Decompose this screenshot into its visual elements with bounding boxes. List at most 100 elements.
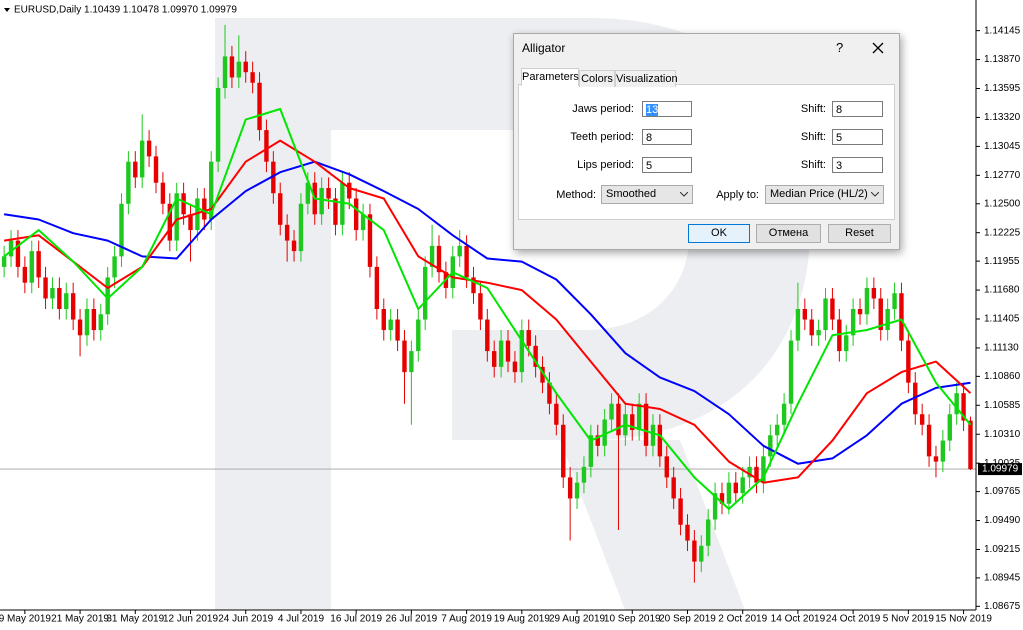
candle-body [98, 314, 103, 331]
y-tick-label: 1.13320 [984, 112, 1021, 123]
candle-body [340, 182, 345, 225]
candle-body [554, 403, 559, 425]
apply-select[interactable]: Median Price (HL/2) [765, 185, 884, 204]
period-input[interactable]: 8 [642, 129, 692, 145]
candle-body [768, 435, 773, 457]
candle-body [602, 419, 607, 446]
candle-body [139, 140, 145, 178]
candle-body [319, 187, 324, 215]
x-tick-label: 24 Oct 2019 [826, 614, 881, 625]
alligator-line [3, 160, 971, 465]
candle-body [57, 287, 62, 309]
shift-input[interactable]: 8 [832, 101, 883, 117]
y-tick-label: 1.09765 [984, 486, 1021, 497]
candle-body [678, 498, 683, 525]
candle-body [174, 193, 179, 241]
candle-body [968, 420, 973, 470]
candle-body [284, 224, 290, 241]
candle-body [29, 251, 34, 283]
x-tick-label: 12 Jun 2019 [163, 614, 218, 625]
candle-body [119, 203, 124, 257]
y-tick-label: 1.12225 [984, 227, 1021, 238]
candle-body [326, 187, 331, 199]
candle-body [775, 424, 780, 436]
candle-body [381, 309, 386, 331]
y-tick-label: 1.12770 [984, 170, 1021, 181]
cancel-button[interactable]: Отмена [756, 224, 821, 243]
alligator-dialog: Alligator ? Parameters Colors Visualizat… [513, 33, 900, 250]
dropdown-arrow [680, 192, 688, 197]
menu-arrow[interactable] [4, 8, 10, 12]
candle-body [574, 482, 580, 499]
candle-body [202, 198, 207, 220]
y-tick-label: 1.10860 [984, 371, 1021, 382]
candle-body [657, 424, 663, 457]
y-tick-label: 1.13870 [984, 54, 1021, 65]
candle-body [416, 319, 421, 352]
x-tick-label: 26 Jul 2019 [386, 614, 438, 625]
candle-body [436, 245, 442, 273]
candle-body [837, 319, 842, 352]
candle-body [209, 161, 214, 220]
y-tick-label: 1.11130 [984, 343, 1019, 354]
help-button[interactable]: ? [836, 40, 844, 55]
candle-body [685, 524, 690, 541]
candle-body [871, 287, 877, 299]
candle-body [409, 351, 414, 373]
candle-body [850, 309, 856, 336]
candle-body [353, 198, 359, 231]
candle-body [298, 203, 304, 252]
close-button[interactable] [872, 42, 884, 54]
candle-body [581, 466, 587, 483]
x-tick-label: 24 Jun 2019 [218, 614, 273, 625]
candle-body [492, 351, 497, 367]
candle-body [374, 266, 380, 309]
x-tick-label: 15 Nov 2019 [935, 614, 992, 625]
field-label: Lips period: [577, 159, 634, 171]
candle-body [561, 424, 566, 478]
candle-body [533, 345, 538, 367]
tab[interactable]: Parameters [521, 68, 579, 86]
candle-body [844, 335, 849, 352]
candle-body [636, 403, 642, 431]
method-select[interactable]: Smoothed [601, 185, 693, 204]
period-input[interactable]: 13 [642, 101, 692, 117]
candle-body [788, 340, 794, 404]
current-price-label: 1.09979 [982, 464, 1019, 475]
candle-body [671, 477, 676, 499]
candle-body [236, 61, 242, 78]
candle-body [526, 330, 531, 346]
x-tick-label: 4 Jul 2019 [278, 614, 325, 625]
candle-body [360, 214, 366, 231]
candle-body [8, 240, 14, 257]
candle-body [367, 214, 373, 267]
y-tick-label: 1.13045 [984, 141, 1021, 152]
candle-body [188, 214, 193, 231]
candle-body [712, 493, 718, 520]
tab[interactable]: Visualization [615, 70, 678, 87]
ok-button[interactable]: OK [688, 224, 750, 243]
candle-body [816, 330, 821, 336]
x-tick-label: 5 Nov 2019 [883, 614, 935, 625]
x-tick-label: 31 May 2019 [106, 614, 164, 625]
shift-input[interactable]: 3 [832, 157, 883, 173]
candle-body [215, 87, 221, 162]
field-label: Shift: [800, 103, 826, 115]
candle-body [761, 456, 766, 483]
x-tick-label: 16 Jul 2019 [330, 614, 382, 625]
candle-body [540, 366, 545, 383]
y-tick-label: 1.12500 [984, 198, 1021, 209]
period-input[interactable]: 5 [642, 157, 692, 173]
candle-body [471, 277, 476, 294]
shift-input[interactable]: 5 [832, 129, 883, 145]
candle-body [291, 240, 297, 252]
candle-body [781, 403, 787, 425]
candle-body [733, 482, 738, 494]
tab[interactable]: Colors [579, 70, 615, 87]
candle-body [278, 193, 283, 225]
y-tick-label: 1.14145 [984, 25, 1021, 36]
select-value: Smoothed [606, 188, 657, 200]
x-tick-label: 21 May 2019 [51, 614, 109, 625]
reset-button[interactable]: Reset [828, 224, 891, 243]
